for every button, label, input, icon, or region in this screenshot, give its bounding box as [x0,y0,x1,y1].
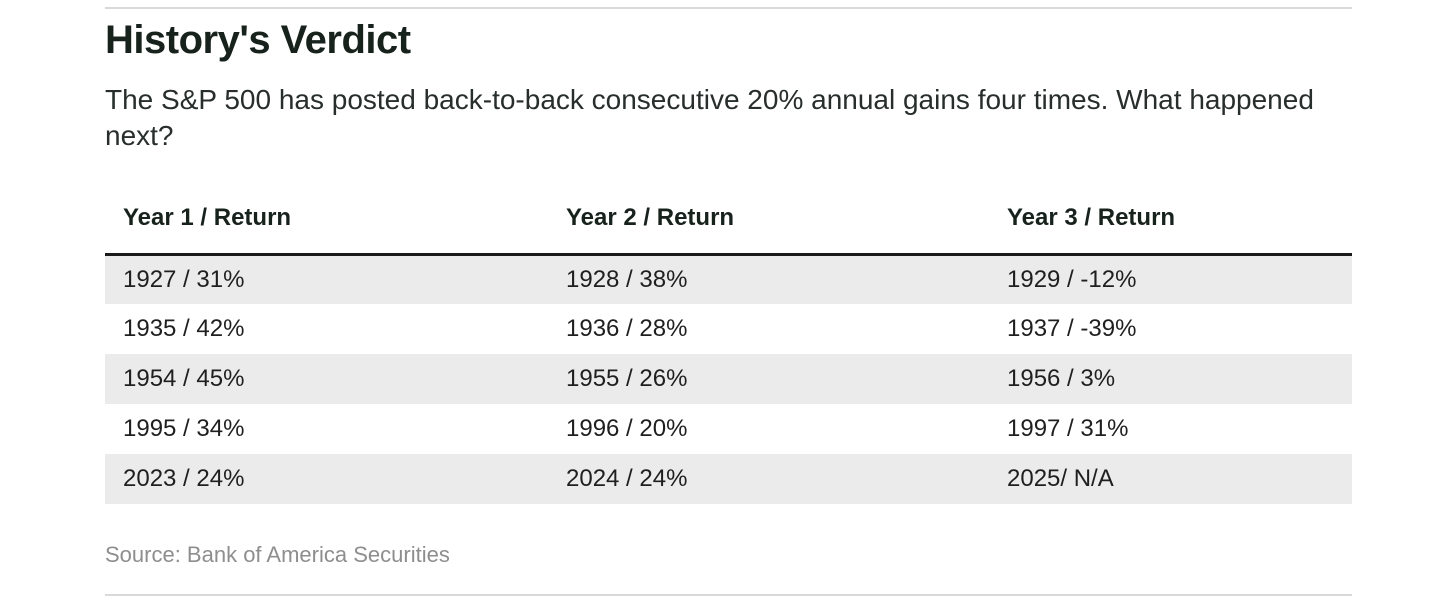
table-cell: 1997 / 31% [1007,415,1129,442]
table-cell: 2024 / 24% [566,465,688,492]
table-cell: 2025/ N/A [1007,465,1114,492]
table-cell: 1935 / 42% [123,315,245,342]
table-body: 1927 / 31% 1928 / 38% 1929 / -12% 1935 /… [105,254,1352,504]
table-row: 1954 / 45% 1955 / 26% 1956 / 3% [105,354,1352,404]
table-header: Year 1 / Return Year 2 / Return Year 3 /… [105,190,1352,256]
column-header-year3: Year 3 / Return [989,190,1352,256]
table-cell: 1954 / 45% [123,365,245,392]
table-cell: 1929 / -12% [1007,265,1137,293]
table-cell: 1955 / 26% [566,365,688,392]
top-divider [105,7,1352,9]
table-cell: 1927 / 31% [123,265,245,293]
table-row: 1927 / 31% 1928 / 38% 1929 / -12% [105,254,1352,304]
table-cell: 1956 / 3% [1007,365,1116,392]
table-row: 2023 / 24% 2024 / 24% 2025/ N/A [105,454,1352,504]
data-table: Year 1 / Return Year 2 / Return Year 3 /… [105,190,1352,504]
column-header-year1: Year 1 / Return [105,190,548,256]
bottom-divider [105,594,1352,596]
source-note: Source: Bank of America Securities [105,542,450,567]
table-cell: 1995 / 34% [123,415,245,442]
table-cell: 1937 / -39% [1007,315,1137,342]
table-row: 1935 / 42% 1936 / 28% 1937 / -39% [105,304,1352,354]
table-row: 1995 / 34% 1996 / 20% 1997 / 31% [105,404,1352,454]
page-subtitle: The S&P 500 has posted back-to-back cons… [105,84,1314,151]
column-header-year2: Year 2 / Return [548,190,989,256]
table-header-row: Year 1 / Return Year 2 / Return Year 3 /… [105,190,1352,256]
figure-container: History's Verdict The S&P 500 has posted… [105,0,1352,568]
table-cell: 2023 / 24% [123,465,245,492]
table-cell: 1996 / 20% [566,415,688,442]
page-title: History's Verdict [105,18,411,62]
table-cell: 1936 / 28% [566,315,688,342]
table-cell: 1928 / 38% [566,265,688,293]
